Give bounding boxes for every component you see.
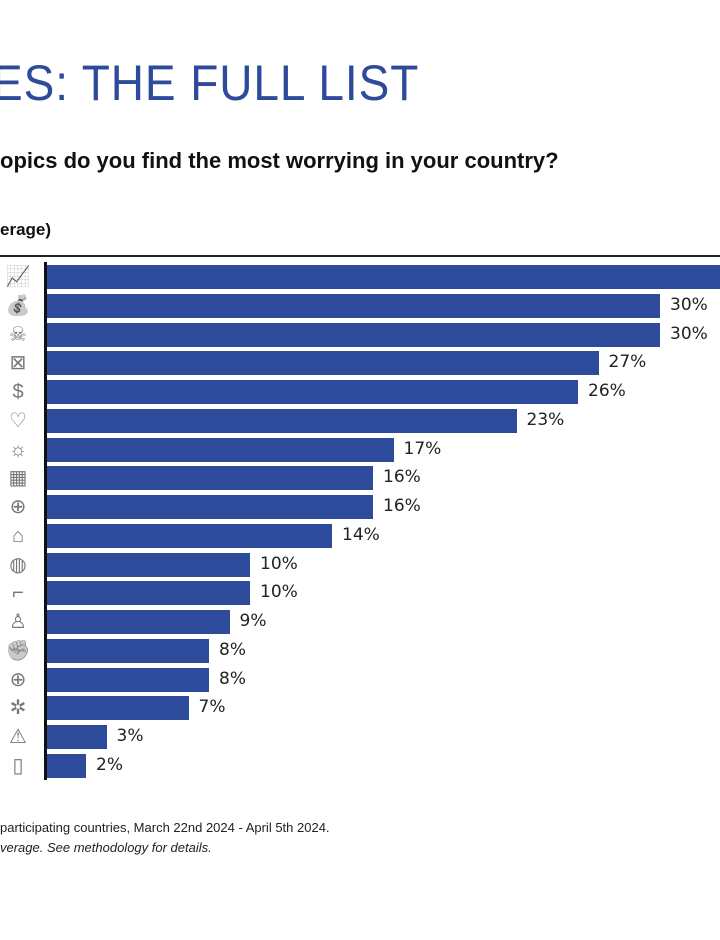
base-text: erage) xyxy=(0,220,52,239)
gun-icon: ⌐ xyxy=(12,582,24,605)
bar xyxy=(47,581,250,606)
bar xyxy=(47,380,578,405)
bar xyxy=(47,437,394,462)
data-label: 10% xyxy=(260,582,298,603)
bar xyxy=(47,351,599,376)
data-label: 30% xyxy=(670,323,708,344)
page-title: ES: THE FULL LIST xyxy=(0,55,420,111)
data-label: 2% xyxy=(96,754,123,775)
bar xyxy=(47,265,720,289)
bar xyxy=(47,552,250,577)
heart-person-icon: ♡ xyxy=(9,409,27,432)
data-label: 27% xyxy=(608,352,647,373)
bar xyxy=(47,725,107,750)
data-label: 8% xyxy=(219,668,246,689)
bar xyxy=(47,495,373,520)
data-label: 16% xyxy=(383,496,421,517)
data-label: 17% xyxy=(403,438,442,459)
source-note: participating countries, March 22nd 2024… xyxy=(0,820,330,835)
bar xyxy=(47,466,373,491)
globe-head-icon: ⊕ xyxy=(9,496,27,519)
bar xyxy=(47,293,660,318)
graduation-cap-icon: ⌂ xyxy=(11,524,25,547)
medical-kit-icon: ⊠ xyxy=(9,352,27,375)
sun-icon: ☼ xyxy=(8,438,28,461)
question-text: opics do you find the most worrying in y… xyxy=(0,148,559,173)
chart-line-icon: 📈 xyxy=(5,266,31,288)
data-label: 26% xyxy=(588,381,626,402)
warning-icon: ⚠ xyxy=(9,726,27,749)
data-label: 30% xyxy=(670,294,708,315)
globe-leaf-icon: ⊕ xyxy=(9,668,27,691)
data-label: 9% xyxy=(239,611,267,632)
door-icon: ▯ xyxy=(12,754,24,777)
data-label: 23% xyxy=(526,409,565,430)
bar xyxy=(47,696,189,721)
data-label: 3% xyxy=(116,726,144,747)
calculator-icon: ▦ xyxy=(8,467,28,490)
bar xyxy=(47,408,517,433)
fist-icon: ✊ xyxy=(5,639,31,662)
methodology-note: verage. See methodology for details. xyxy=(0,840,212,855)
bar xyxy=(47,523,332,548)
bar xyxy=(47,638,209,663)
data-label: 7% xyxy=(198,697,226,718)
divider xyxy=(0,255,720,257)
person-icon: ♙ xyxy=(9,611,27,634)
data-label: 16% xyxy=(383,467,421,488)
skull-crossbones-icon: ☠ xyxy=(9,323,27,346)
bar xyxy=(47,667,209,692)
earth-icon: ◍ xyxy=(9,553,27,576)
money-bag-icon: 💰 xyxy=(5,294,31,317)
bar xyxy=(47,610,230,635)
bar xyxy=(47,322,660,347)
puzzle-people-icon: ✲ xyxy=(9,697,27,720)
head-dollar-icon: $ xyxy=(12,381,24,404)
bar xyxy=(47,753,86,778)
data-label: 14% xyxy=(342,524,380,545)
y-axis-line xyxy=(44,262,47,780)
data-label: 10% xyxy=(260,553,298,574)
data-label: 8% xyxy=(219,639,246,660)
